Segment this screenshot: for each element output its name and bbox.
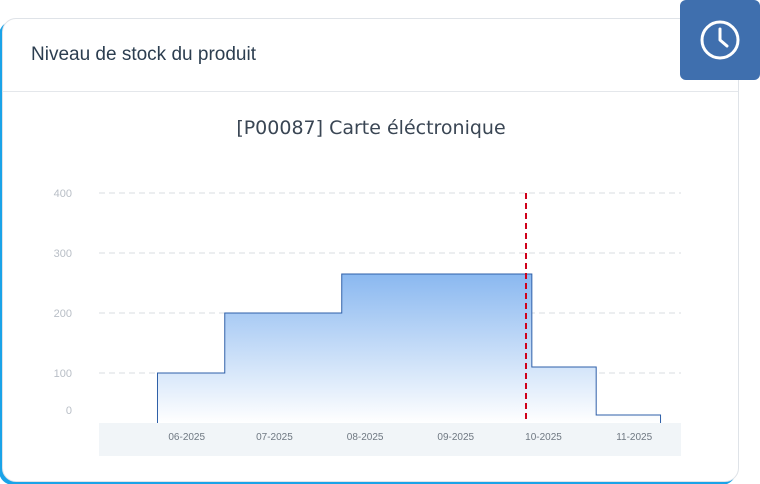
- history-button[interactable]: [680, 0, 760, 80]
- card-header: Niveau de stock du produit: [3, 19, 738, 92]
- stock-step-line: [156, 273, 662, 423]
- y-axis-ticks: 0 100 200 300 400: [54, 188, 72, 417]
- y-tick-label: 0: [66, 405, 72, 417]
- clock-icon: [700, 20, 740, 60]
- chart-title: [P00087] Carte éléctronique: [236, 117, 505, 139]
- x-tick-label: 07-2025: [256, 432, 293, 443]
- x-axis-band: [99, 423, 681, 456]
- y-tick-label: 100: [54, 368, 72, 380]
- y-tick-label: 300: [54, 248, 72, 260]
- stock-area-fill: [157, 274, 661, 423]
- area-layer: [156, 273, 662, 423]
- card-title: Niveau de stock du produit: [31, 44, 256, 65]
- x-tick-label: 11-2025: [616, 432, 652, 443]
- y-tick-label: 200: [54, 308, 72, 320]
- x-tick-label: 09-2025: [437, 432, 474, 443]
- x-tick-label: 06-2025: [168, 432, 205, 443]
- x-tick-label: 08-2025: [347, 432, 384, 443]
- y-tick-label: 400: [54, 188, 72, 200]
- x-axis-ticks: 06-2025 07-2025 08-2025 09-2025 10-2025 11-20…: [168, 432, 652, 443]
- x-tick-label: 10-2025: [525, 432, 562, 443]
